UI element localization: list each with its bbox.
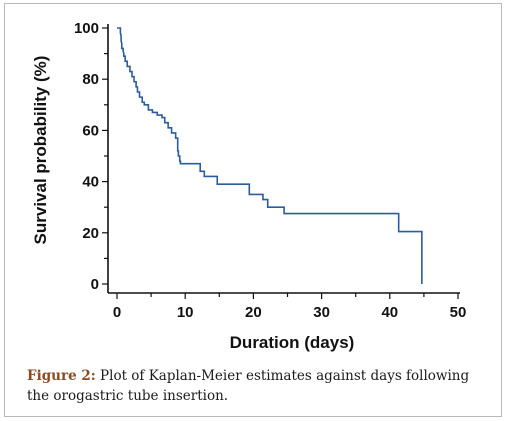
figure-frame — [4, 3, 502, 417]
y-tick-label: 40 — [82, 174, 99, 191]
y-tick-label: 60 — [82, 122, 99, 139]
y-tick-label: 0 — [91, 276, 99, 293]
x-tick-label: 30 — [313, 304, 330, 321]
y-tick-label: 100 — [74, 20, 99, 37]
x-tick-label: 20 — [245, 304, 262, 321]
caption-label: Figure 2: — [27, 368, 96, 384]
caption-text: Plot of Kaplan-Meier estimates against d… — [27, 368, 470, 404]
y-tick-label: 80 — [82, 71, 99, 88]
x-tick-label: 0 — [113, 304, 121, 321]
x-tick-label: 10 — [177, 304, 194, 321]
y-axis-label: Survival probability (%) — [31, 56, 50, 245]
survival-curve — [117, 27, 423, 284]
chart-ticks: 0 10 20 30 40 50 0 20 40 60 80 100 — [74, 20, 466, 321]
y-tick-label: 20 — [82, 225, 99, 242]
x-tick-label: 40 — [381, 304, 398, 321]
x-tick-label: 50 — [450, 304, 467, 321]
x-axis-label: Duration (days) — [230, 333, 355, 352]
figure-caption: Figure 2: Plot of Kaplan-Meier estimates… — [27, 366, 489, 406]
chart-axes — [107, 24, 460, 294]
